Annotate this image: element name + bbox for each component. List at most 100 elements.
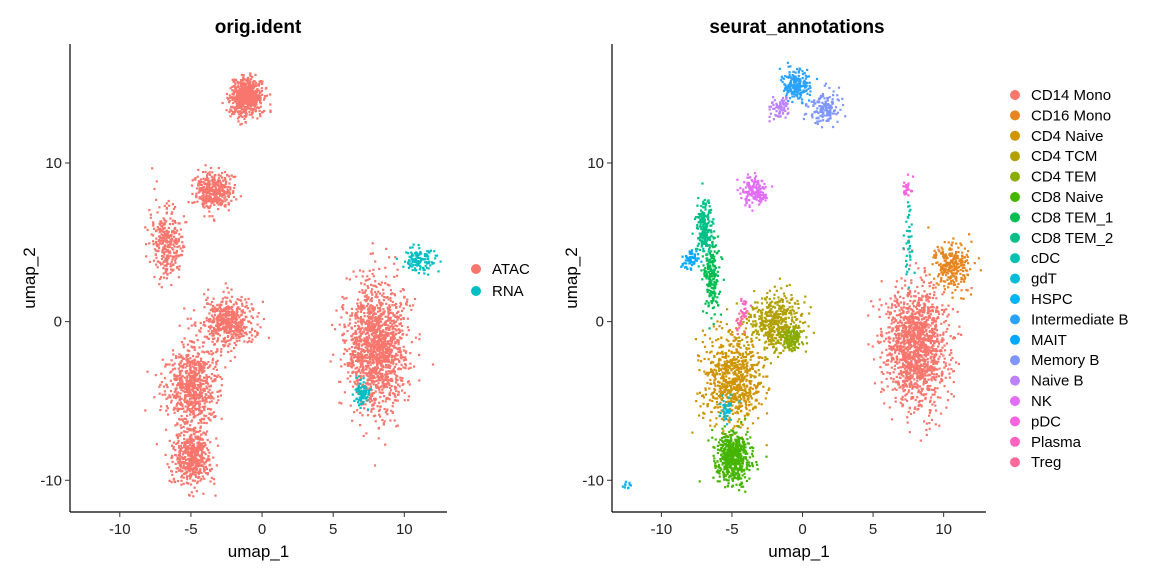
scatter-point — [357, 354, 360, 357]
scatter-point — [233, 90, 236, 93]
scatter-point — [178, 353, 181, 356]
scatter-point — [405, 303, 408, 306]
scatter-point — [237, 90, 240, 93]
scatter-point — [203, 306, 206, 309]
scatter-point — [182, 346, 185, 349]
scatter-point — [390, 320, 394, 323]
scatter-point — [206, 302, 209, 305]
scatter-point — [240, 86, 244, 89]
scatter-point — [236, 94, 239, 97]
scatter-point — [399, 368, 402, 371]
scatter-point — [363, 389, 366, 393]
scatter-point — [189, 475, 193, 478]
scatter-point — [396, 339, 399, 342]
scatter-point — [205, 196, 208, 199]
scatter-point — [920, 346, 923, 349]
scatter-point — [375, 304, 379, 307]
scatter-point — [243, 108, 246, 111]
scatter-point — [407, 367, 410, 370]
scatter-point — [192, 355, 195, 358]
scatter-point — [238, 95, 241, 98]
scatter-point — [252, 307, 255, 311]
scatter-point — [359, 382, 362, 385]
scatter-point — [184, 443, 187, 446]
scatter-point — [903, 338, 906, 341]
scatter-point — [173, 219, 176, 223]
scatter-point — [221, 187, 224, 190]
scatter-point — [381, 388, 384, 391]
scatter-point — [368, 324, 371, 327]
scatter-point — [230, 312, 233, 316]
scatter-point — [231, 106, 234, 109]
scatter-point — [197, 430, 200, 433]
scatter-point — [374, 324, 377, 327]
scatter-point — [937, 345, 940, 348]
scatter-point — [382, 423, 385, 426]
scatter-point — [193, 367, 196, 370]
scatter-point — [183, 437, 186, 441]
scatter-point — [253, 104, 256, 107]
scatter-point — [418, 338, 421, 341]
scatter-point — [416, 260, 419, 263]
scatter-point — [179, 392, 182, 395]
scatter-point — [389, 338, 392, 341]
scatter-point — [237, 84, 240, 87]
scatter-point — [401, 324, 404, 328]
scatter-point — [201, 371, 204, 374]
scatter-point — [232, 101, 235, 105]
scatter-point — [434, 254, 437, 257]
scatter-point — [154, 374, 157, 377]
scatter-point — [251, 111, 254, 114]
scatter-point — [170, 283, 173, 287]
scatter-point — [191, 376, 194, 379]
scatter-point — [368, 353, 371, 356]
scatter-point — [250, 113, 253, 116]
scatter-point — [396, 378, 399, 381]
scatter-point — [363, 283, 366, 286]
scatter-point — [173, 377, 176, 380]
scatter-point — [207, 330, 210, 333]
scatter-point — [201, 447, 204, 450]
scatter-point — [241, 95, 244, 98]
scatter-point — [165, 428, 168, 431]
scatter-point — [218, 319, 221, 322]
scatter-point — [354, 332, 357, 335]
scatter-point — [215, 318, 218, 321]
scatter-point — [192, 370, 195, 374]
scatter-point — [240, 332, 243, 335]
scatter-point — [385, 328, 388, 331]
scatter-point — [213, 310, 216, 313]
scatter-point — [227, 324, 230, 327]
scatter-point — [372, 367, 375, 370]
scatter-point — [401, 389, 404, 392]
scatter-point — [366, 347, 369, 350]
scatter-point — [195, 490, 198, 493]
scatter-point — [359, 355, 362, 358]
scatter-point — [371, 326, 374, 329]
scatter-point — [374, 414, 377, 417]
scatter-point — [358, 337, 361, 340]
scatter-point — [181, 235, 184, 238]
scatter-point — [210, 189, 213, 192]
scatter-point — [404, 356, 407, 359]
scatter-point — [417, 261, 420, 264]
scatter-point — [206, 337, 209, 340]
scatter-point — [224, 319, 227, 322]
scatter-point — [212, 357, 215, 360]
scatter-point — [240, 302, 244, 305]
scatter-point — [390, 378, 393, 381]
scatter-point — [222, 190, 225, 193]
scatter-point — [376, 372, 380, 375]
scatter-point — [269, 109, 272, 112]
scatter-point — [379, 372, 382, 376]
scatter-point — [179, 418, 182, 421]
scatter-point — [361, 275, 364, 278]
scatter-point — [368, 358, 371, 361]
scatter-point — [203, 335, 206, 338]
scatter-point — [910, 351, 913, 354]
scatter-point — [395, 329, 398, 332]
scatter-point — [153, 248, 156, 251]
scatter-point — [411, 261, 414, 264]
scatter-point — [194, 376, 197, 379]
scatter-point — [180, 397, 183, 400]
